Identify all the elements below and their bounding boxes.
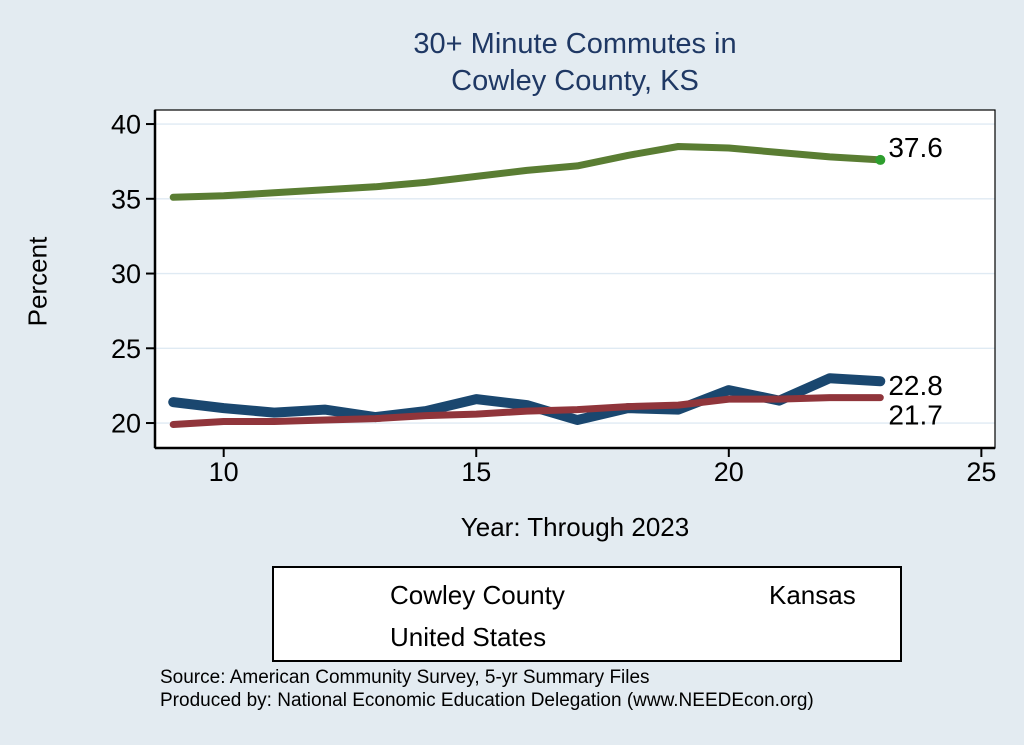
end-value-label-kansas: 21.7	[888, 400, 943, 431]
end-marker-united-states	[875, 154, 886, 165]
x-tick-label-10: 10	[209, 457, 239, 487]
legend-item-united-states: United States	[296, 622, 654, 653]
legend: Cowley County Kansas United States	[272, 566, 902, 662]
legend-item-cowley-county: Cowley County	[296, 580, 654, 611]
series-line-united-states	[169, 143, 884, 201]
x-tick-label-20: 20	[714, 457, 744, 487]
legend-item-kansas: Kansas	[654, 580, 856, 611]
produced-by-line: Produced by: National Economic Education…	[160, 689, 814, 711]
x-axis-title: Year: Through 2023	[460, 512, 690, 542]
chart-title-line2: Cowley County, KS	[451, 65, 699, 97]
chart-title: 30+ Minute Commutes in Cowley County, KS	[155, 26, 995, 100]
end-value-label-cowley-county: 22.8	[888, 370, 943, 401]
end-value-label-united-states: 37.6	[888, 132, 943, 163]
united-states-line-swatch	[296, 634, 372, 641]
y-tick-label-20: 20	[111, 409, 141, 439]
legend-label-cowley-county: Cowley County	[390, 579, 565, 610]
kansas-line-swatch	[654, 592, 751, 599]
plot-area: 20 25 30 35 40 10 15 20 25 22.821.7 37.6	[111, 109, 996, 487]
y-tick-label-40: 40	[111, 110, 141, 140]
chart-title-line1: 30+ Minute Commutes in	[413, 28, 737, 60]
legend-label-kansas: Kansas	[769, 579, 856, 610]
x-tick-label-25: 25	[966, 457, 996, 487]
y-tick-label-30: 30	[111, 259, 141, 289]
source-note: Source: American Community Survey, 5-yr …	[160, 667, 814, 712]
y-tick-label-35: 35	[111, 184, 141, 214]
cowley-county-line-swatch	[296, 590, 372, 601]
legend-row-2: United States	[296, 616, 900, 658]
legend-row-1: Cowley County Kansas	[296, 574, 900, 616]
source-line: Source: American Community Survey, 5-yr …	[160, 667, 650, 688]
y-tick-label-25: 25	[111, 334, 141, 364]
x-tick-label-15: 15	[461, 457, 491, 487]
series-line-kansas	[169, 394, 884, 428]
legend-label-united-states: United States	[390, 621, 547, 652]
